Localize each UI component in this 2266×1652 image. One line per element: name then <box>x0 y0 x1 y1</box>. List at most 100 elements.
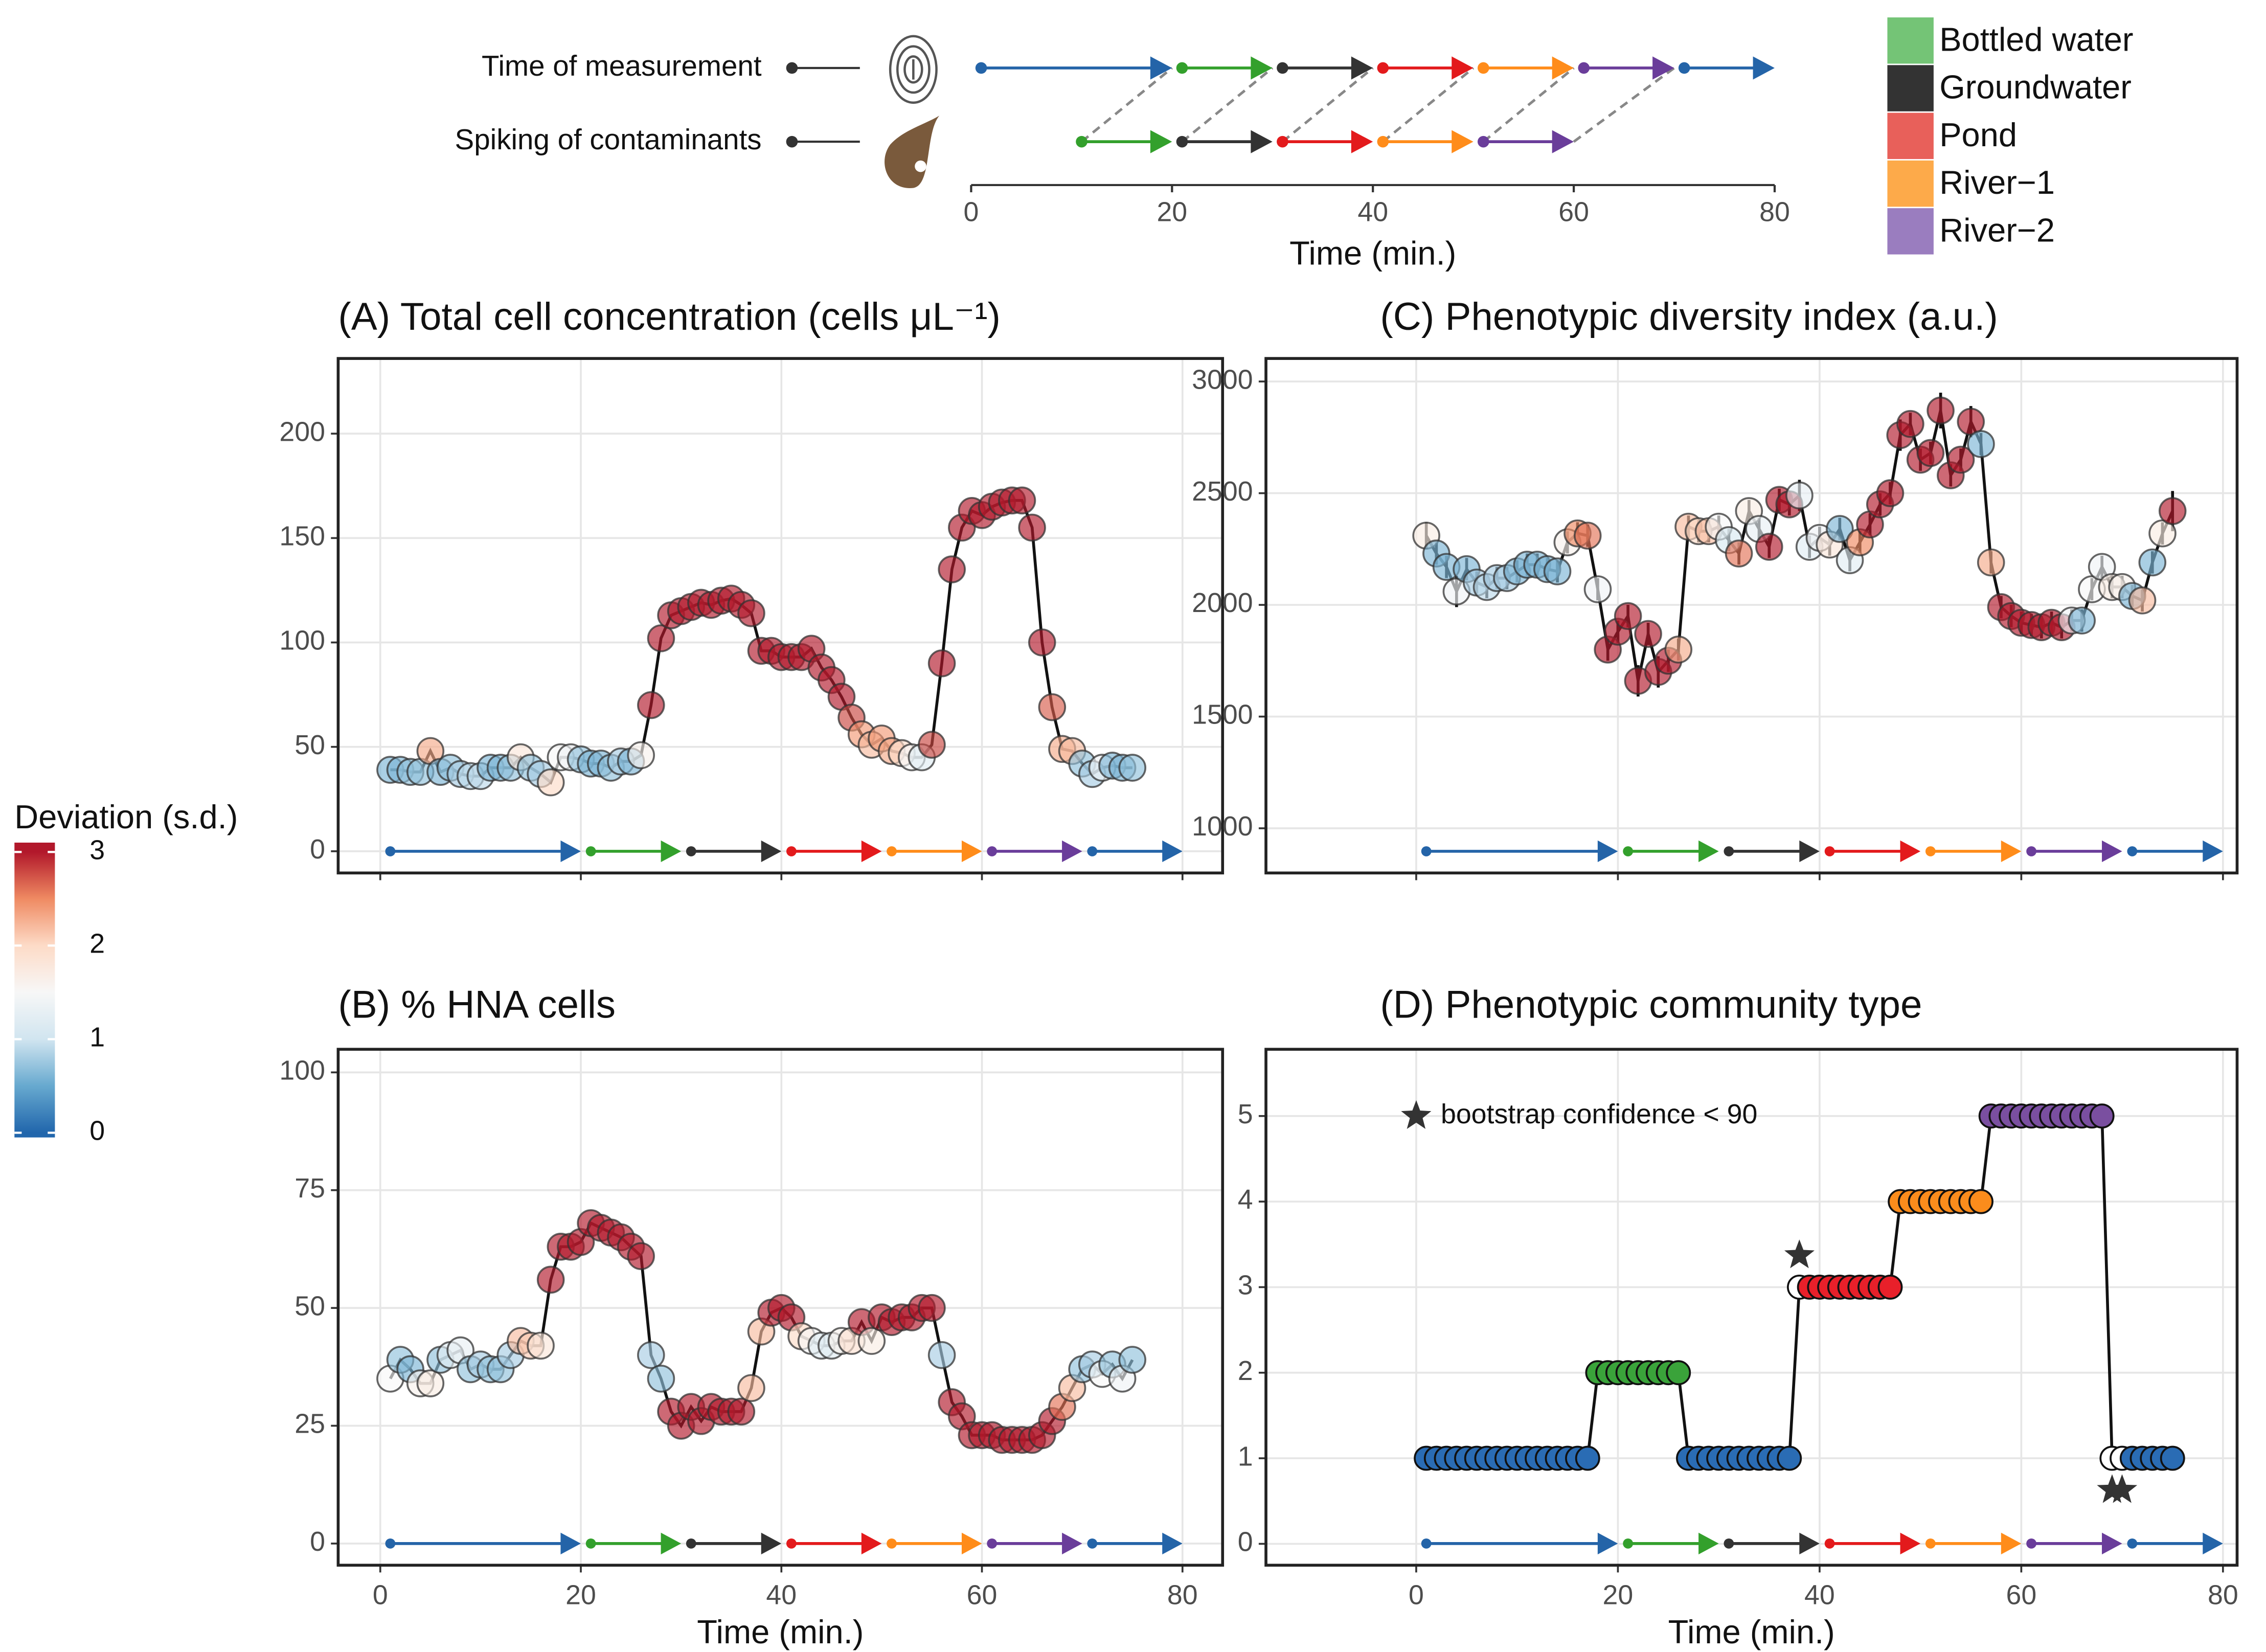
class-point <box>1877 1274 1903 1300</box>
x-tick-label: 20 <box>1603 1580 1634 1611</box>
timeline-arrow <box>1452 130 1474 153</box>
timeline-arrow <box>1597 840 1618 863</box>
low-confidence-star <box>2107 1474 2138 1503</box>
timeline-start <box>1421 1538 1432 1549</box>
point <box>627 1242 655 1271</box>
timeline-arrow <box>2001 840 2022 863</box>
point <box>1967 430 1995 458</box>
y-tick-label: 0 <box>310 834 325 865</box>
point <box>737 599 765 627</box>
timeline-arrow <box>961 840 982 863</box>
x-tick-label: 20 <box>565 1580 596 1611</box>
colorbar-tick-label: 1 <box>89 1022 105 1053</box>
timeline-start <box>385 846 396 856</box>
panel-title: (C) Phenotypic diversity index (a.u.) <box>1380 295 1998 338</box>
timeline-arrow <box>1753 56 1775 80</box>
legend-label: Groundwater <box>1939 69 2132 106</box>
timeline-start <box>1724 846 1734 856</box>
point <box>2128 586 2157 615</box>
y-tick-label: 3 <box>1238 1270 1253 1301</box>
x-tick-label: 0 <box>1409 1580 1424 1611</box>
point <box>1785 481 1814 510</box>
point <box>737 1374 765 1402</box>
timeline-arrow <box>1552 130 1574 153</box>
timeline-start <box>786 1538 797 1549</box>
point <box>647 624 675 652</box>
timeline-arrow <box>761 840 782 863</box>
timeline-start <box>1724 1538 1734 1549</box>
timeline-arrow <box>1062 1532 1082 1555</box>
point <box>1118 1346 1147 1374</box>
spike-connector <box>1382 67 1475 143</box>
timeline-arrow <box>2102 1532 2122 1555</box>
timeline-arrow <box>560 840 581 863</box>
point <box>627 741 655 770</box>
row-connector-dot <box>786 135 798 148</box>
row-label: Time of measurement <box>482 50 762 82</box>
class-point <box>2089 1103 2115 1129</box>
spike-connector <box>1080 67 1173 143</box>
timeline-arrow <box>661 1532 682 1555</box>
point <box>1755 533 1783 561</box>
point <box>918 1294 946 1322</box>
timeline-start <box>1925 846 1936 856</box>
timeline-arrow <box>1351 56 1373 80</box>
timeline-arrow <box>2102 840 2122 863</box>
timeline-arrow <box>1597 1532 1618 1555</box>
timeline-start <box>1377 62 1389 74</box>
timeline-start <box>686 846 696 856</box>
y-tick-label: 100 <box>279 1055 325 1086</box>
fingerprint-icon <box>889 35 938 104</box>
timeline-arrow <box>1799 840 1820 863</box>
timeline-start <box>1578 62 1590 74</box>
timeline-arrow <box>1552 56 1574 80</box>
point <box>1008 486 1036 515</box>
legend-swatch <box>1887 65 1934 111</box>
timeline-arrow <box>1799 1532 1820 1555</box>
x-tick-label: 80 <box>1759 197 1790 228</box>
plot-area <box>1266 1049 2237 1566</box>
spike-connector <box>1281 67 1374 143</box>
timeline-start <box>585 846 596 856</box>
droplet-icon <box>885 116 940 188</box>
colorbar-title: Deviation (s.d.) <box>14 798 238 835</box>
timeline-arrow <box>1652 56 1674 80</box>
timeline-start <box>1925 1538 1936 1549</box>
timeline-start <box>2127 846 2138 856</box>
plot-frame <box>1264 1048 2239 1567</box>
annotation: bootstrap confidence < 90 <box>1441 1099 1757 1129</box>
low-confidence-star <box>1784 1239 1815 1269</box>
point <box>536 768 565 797</box>
x-tick-label: 40 <box>1357 197 1388 228</box>
y-tick-label: 4 <box>1238 1184 1253 1215</box>
row-label: Spiking of contaminants <box>455 123 762 155</box>
timeline-arrow <box>661 840 682 863</box>
point <box>1573 522 1602 550</box>
y-tick-label: 0 <box>310 1526 325 1557</box>
timeline-start <box>2026 1538 2036 1549</box>
annotation-star <box>1401 1100 1432 1129</box>
point <box>927 1341 956 1369</box>
y-tick-label: 50 <box>294 1291 325 1321</box>
panel-title: (D) Phenotypic community type <box>1380 983 1922 1026</box>
timeline-arrow <box>1251 130 1273 153</box>
colorbar-tick-label: 0 <box>89 1116 105 1146</box>
legend-label: River−1 <box>1939 164 2055 201</box>
y-tick-label: 50 <box>294 730 325 760</box>
timeline-start <box>686 1538 696 1549</box>
point <box>647 1365 675 1393</box>
timeline-start <box>1421 846 1432 856</box>
spike-connector <box>1181 67 1274 143</box>
y-tick-label: 100 <box>279 625 325 656</box>
timeline-arrow <box>1150 56 1172 80</box>
x-tick-label: 80 <box>1167 1580 1198 1611</box>
row-connector-dot <box>786 62 798 74</box>
timeline-start <box>585 1538 596 1549</box>
panel-title: (A) Total cell concentration (cells μL⁻¹… <box>338 295 1001 338</box>
legend-label: River−2 <box>1939 211 2055 248</box>
point <box>918 731 946 759</box>
point <box>1977 548 2005 577</box>
timeline-arrow <box>1698 840 1719 863</box>
timeline-start <box>1087 1538 1098 1549</box>
